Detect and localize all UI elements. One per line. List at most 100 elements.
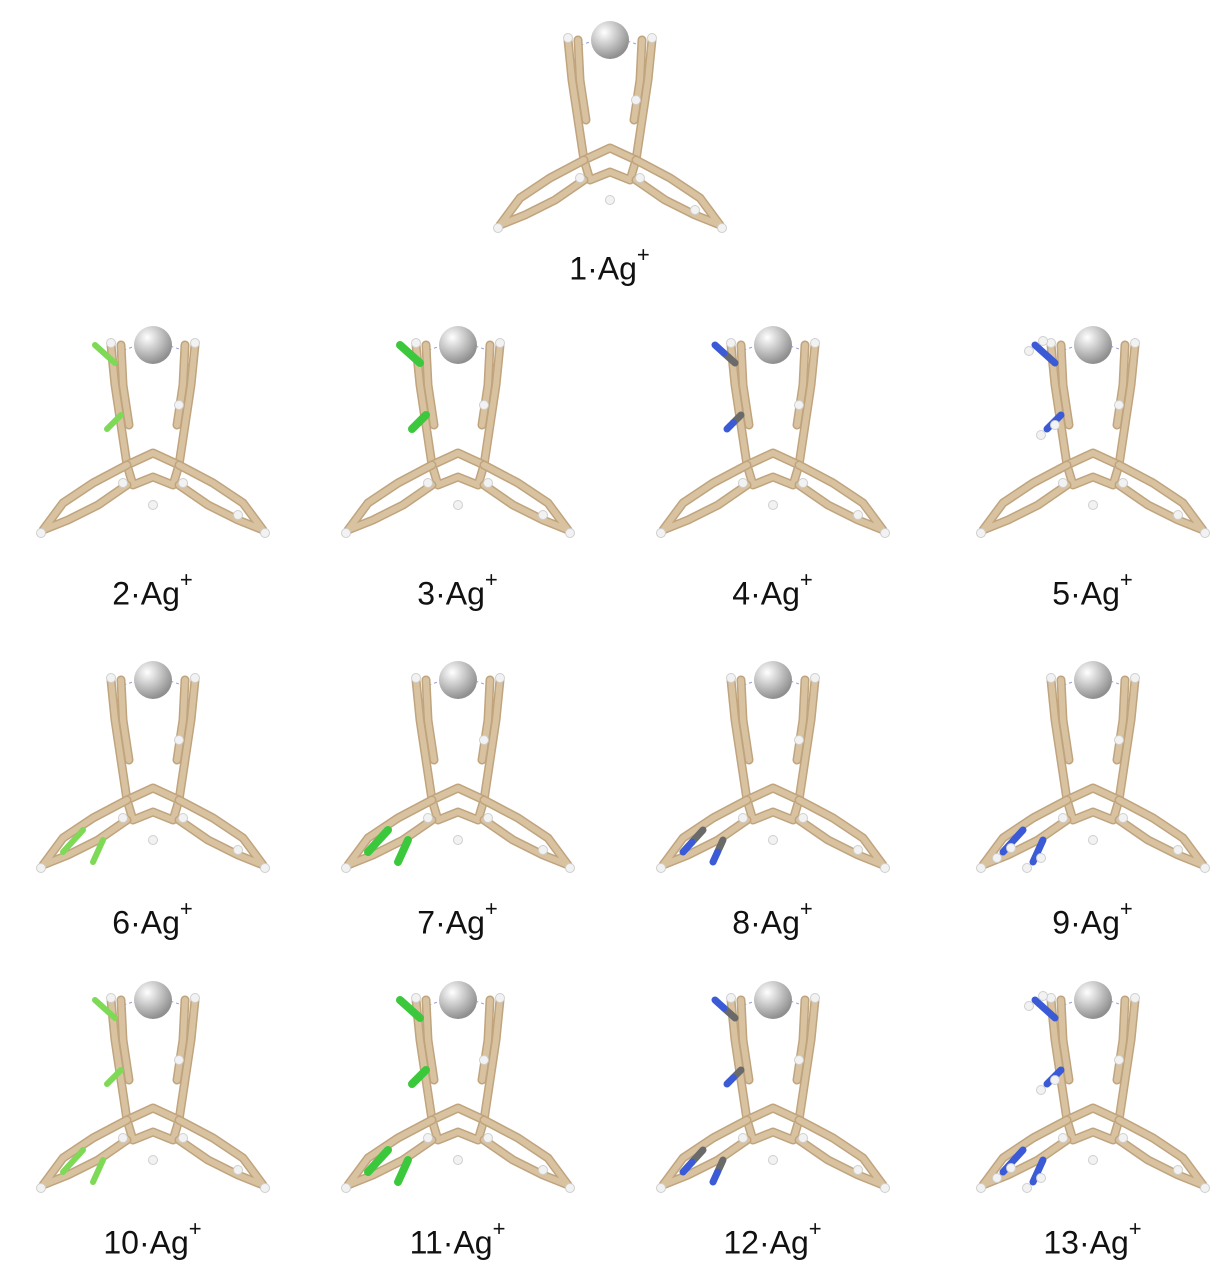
structure-13 [975,981,1210,1193]
label-7: 7·Ag+ [417,896,498,941]
mol-5-h-bridge-left [1057,478,1068,488]
mol-2-right-arm-inner [173,342,188,428]
mol-7-right-arm-inner [478,677,493,763]
mol-6-h-right-mid [173,735,184,745]
mol-13-sub-upper-b-h1 [1049,1075,1060,1085]
mol-7-h-bridge-left [422,813,433,823]
mol-11-h-right-mid [478,1055,489,1065]
mol-7-h-top-left [410,673,421,683]
panel-7: 7·Ag+ [305,640,610,941]
mol-7-h-bridge [452,835,463,845]
mol-8-h-right-end [879,863,890,873]
mol-10-h-right-mid [173,1055,184,1065]
panel-6: 6·Ag+ [0,640,305,941]
mol-12-h-right-mid [793,1055,804,1065]
mol-12-h-top-right [809,993,820,1003]
mol-9-right-arm-inner [1113,677,1128,763]
structure-10 [35,981,270,1193]
mol-11-h-top-right [494,993,505,1003]
mol-13-right-arm-inner [1113,997,1128,1083]
mol-10-sub-lower-b-bond [89,1157,106,1185]
mol-6-h-top-right [189,673,200,683]
mol-8-h-right-ring [852,845,863,855]
mol-9-bridge [1063,785,1122,823]
mol-3-h-right-mid [478,400,489,410]
mol-3-h-bridge [452,500,463,510]
mol-5-h-bridge-right [1117,478,1128,488]
mol-12-bridge [743,1105,802,1143]
mol-10-h-top-left [105,993,116,1003]
mol-9-h-top-left [1045,673,1056,683]
mol-11-sub-lower-b-bond [393,1156,412,1186]
label-5: 5·Ag+ [1052,567,1133,612]
mol-3-h-right-ring [537,510,548,520]
mol-5-sub-upper-b-h1 [1049,420,1060,430]
mol-10-left-arm-inner [117,997,132,1083]
mol-1-bridge [580,145,639,183]
mol-5-bridge [1063,450,1122,488]
mol-12-h-bridge-left [737,1133,748,1143]
mol-13-sub-lower-a-h2 [991,1173,1002,1183]
mol-6-h-left-end [35,863,46,873]
mol-11-h-bridge-right [482,1133,493,1143]
panel-3: 3·Ag+ [305,305,610,612]
mol-11-right-arm-inner [478,997,493,1083]
mol-3-silver-ion [438,326,477,364]
mol-6-sub-lower-b-bond [89,837,106,865]
panel-11: 11·Ag+ [305,960,610,1261]
mol-12-h-bridge-right [797,1133,808,1143]
panel-5: 5·Ag+ [940,305,1220,612]
mol-13-sub-upper-a-h2 [1023,1001,1034,1011]
mol-10-right-arm-inner [173,997,188,1083]
mol-7-bridge [428,785,487,823]
mol-5-h-right-end [1199,528,1210,538]
mol-6-h-bridge-left [117,813,128,823]
mol-7-h-right-ring [537,845,548,855]
mol-13-h-bridge [1087,1155,1098,1165]
mol-11-sub-upper-b-bond [407,1066,430,1088]
mol-13-sub-lower-a-h1 [1005,1163,1016,1173]
mol-12-h-bridge [767,1155,778,1165]
mol-12-sub-upper-a-n-bond [711,996,727,1012]
mol-1-h-bridge [604,195,615,205]
panel-9: 9·Ag+ [940,640,1220,941]
mol-6-h-top-left [105,673,116,683]
mol-5-h-right-ring [1172,510,1183,520]
mol-1-h-top-left [562,33,573,43]
mol-7-h-top-right [494,673,505,683]
mol-10-h-right-end [259,1183,270,1193]
mol-13-sub-upper-b-h2 [1035,1085,1046,1095]
mol-3-bridge [428,450,487,488]
mol-9-silver-ion [1073,661,1112,699]
mol-12-sub-upper-b-n-bond [723,1074,737,1088]
mol-13-h-right-end [1199,1183,1210,1193]
mol-3-h-top-right [494,338,505,348]
mol-3-h-bridge-left [422,478,433,488]
mol-4-bridge [743,450,802,488]
mol-5-sub-upper-a-h1 [1037,336,1048,346]
mol-1-silver-ion [590,21,629,59]
mol-11-right-arm [480,997,503,1123]
label-4: 4·Ag+ [732,567,813,612]
mol-7-left-arm [412,677,435,803]
mol-2-h-top-right [189,338,200,348]
structure-8 [655,661,890,873]
mol-8-h-top-left [725,673,736,683]
mol-12-h-left-end [655,1183,666,1193]
mol-3-h-left-end [340,528,351,538]
mol-10-h-right-ring [232,1165,243,1175]
mol-10-h-bridge-right [177,1133,188,1143]
mol-12-right-arm-inner [793,997,808,1083]
mol-11-sub-lower-a-bond [363,1146,392,1176]
mol-4-silver-ion [753,326,792,364]
mol-9-right-arm [1115,677,1138,803]
label-3: 3·Ag+ [417,567,498,612]
mol-5-silver-ion [1073,326,1112,364]
mol-10-h-left-end [35,1183,46,1193]
mol-11-h-bridge [452,1155,463,1165]
panel-2: 2·Ag+ [0,305,305,612]
mol-4-h-right-mid [793,400,804,410]
mol-1-h-right-end [716,223,727,233]
mol-2-h-bridge-right [177,478,188,488]
mol-3-h-top-left [410,338,421,348]
